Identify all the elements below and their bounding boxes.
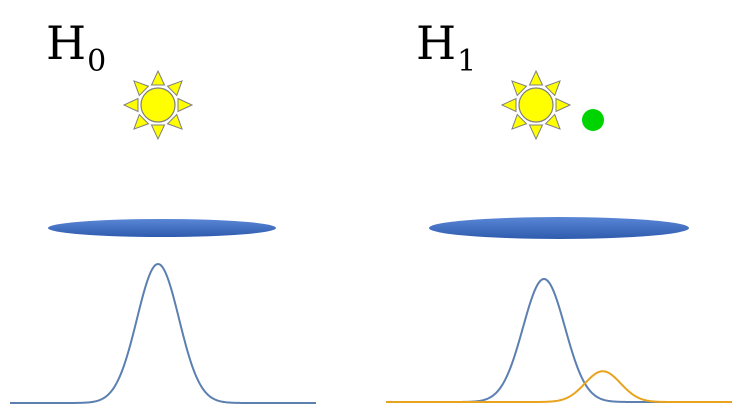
h0-label: H0	[46, 20, 106, 77]
sun-ray	[166, 80, 183, 97]
h0-label-letter: H	[46, 16, 87, 70]
sun-ray	[544, 80, 561, 97]
h1-label-letter: H	[416, 16, 457, 70]
sun-ray	[150, 69, 166, 86]
sun-ray	[150, 124, 166, 141]
lens-ellipse	[429, 217, 689, 239]
sun-ray	[528, 69, 544, 86]
sun-ray	[528, 124, 544, 141]
sun-ray	[177, 97, 194, 113]
sun-icon	[500, 69, 572, 141]
secondary-curve	[386, 370, 732, 403]
primary-curve	[10, 262, 316, 404]
sun-ray	[500, 97, 517, 113]
sun-ray	[544, 113, 561, 130]
sun-ray	[122, 97, 139, 113]
sun-disc	[140, 87, 176, 123]
h0-label-subscript: 0	[87, 44, 107, 79]
sun-ray	[133, 80, 150, 97]
sun-ray	[511, 113, 528, 130]
sun-ray	[555, 97, 572, 113]
sun-ray	[166, 113, 183, 130]
sun-ray	[133, 113, 150, 130]
sun-icon	[122, 69, 194, 141]
sun-ray	[511, 80, 528, 97]
primary-curve	[386, 277, 732, 403]
h1-label-subscript: 1	[457, 44, 477, 79]
lens-ellipse	[48, 219, 276, 237]
h1-label: H1	[416, 20, 476, 77]
companion-dot-icon	[582, 109, 604, 131]
sun-disc	[518, 87, 554, 123]
